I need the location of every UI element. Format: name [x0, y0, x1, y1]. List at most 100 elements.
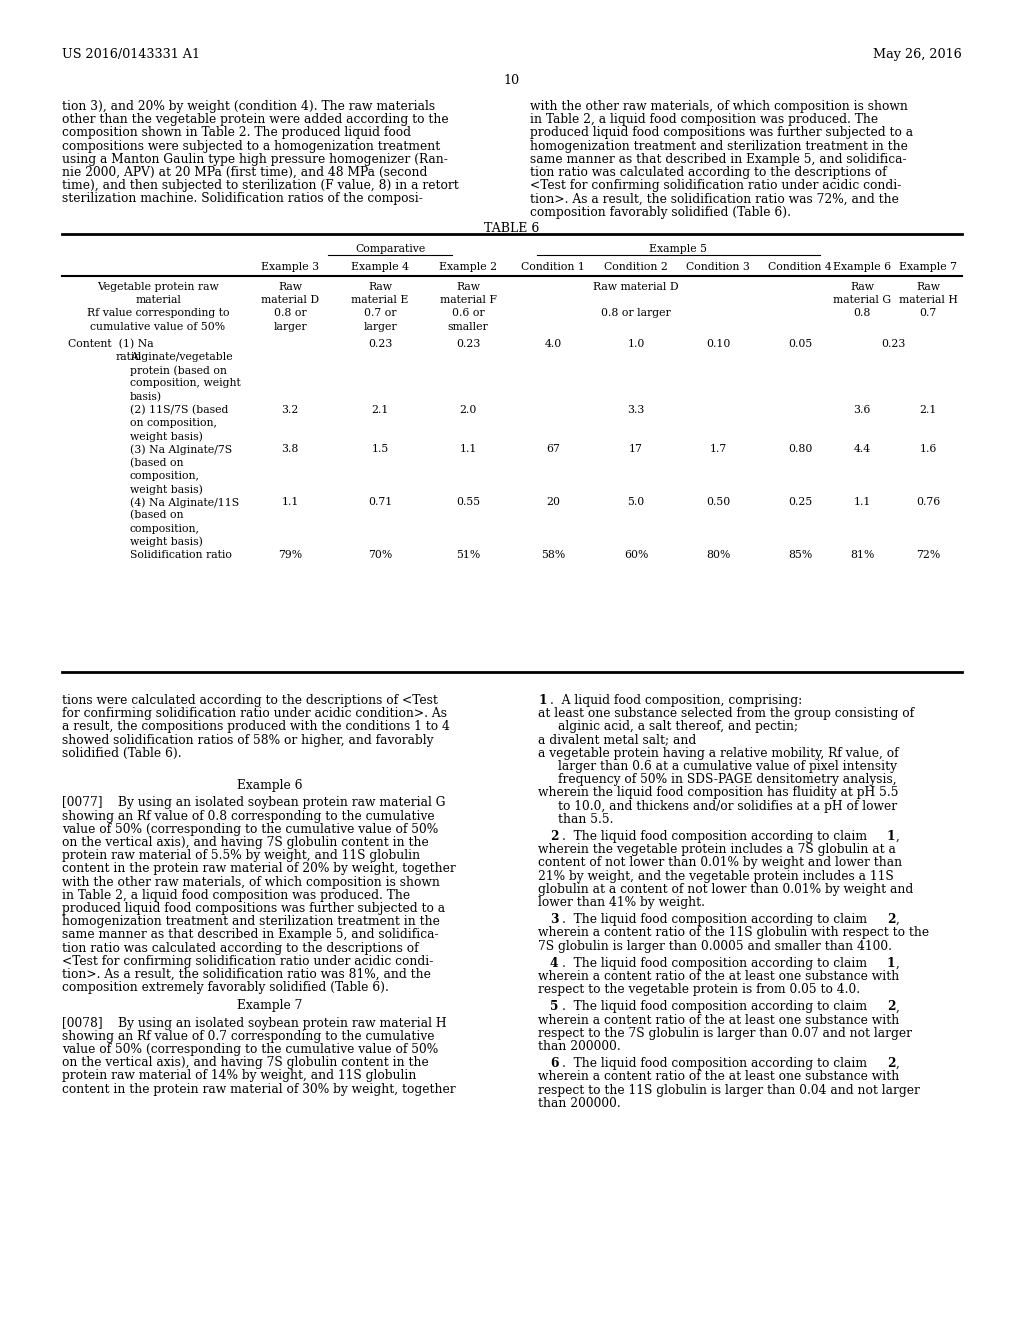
Text: composition, weight: composition, weight: [130, 379, 241, 388]
Text: 0.10: 0.10: [706, 339, 730, 348]
Text: 2: 2: [887, 913, 896, 927]
Text: Comparative: Comparative: [355, 244, 425, 253]
Text: 80%: 80%: [706, 550, 730, 560]
Text: content in the protein raw material of 20% by weight, together: content in the protein raw material of 2…: [62, 862, 456, 875]
Text: 1: 1: [887, 830, 896, 843]
Text: same manner as that described in Example 5, and solidifica-: same manner as that described in Example…: [530, 153, 906, 166]
Text: Raw: Raw: [456, 282, 480, 292]
Text: 1.1: 1.1: [853, 498, 870, 507]
Text: protein raw material of 14% by weight, and 11S globulin: protein raw material of 14% by weight, a…: [62, 1069, 417, 1082]
Text: lower than 41% by weight.: lower than 41% by weight.: [538, 896, 705, 909]
Text: Condition 3: Condition 3: [686, 261, 750, 272]
Text: 1.5: 1.5: [372, 445, 389, 454]
Text: 0.6 or: 0.6 or: [452, 309, 484, 318]
Text: 67: 67: [546, 445, 560, 454]
Text: .  The liquid food composition according to claim: . The liquid food composition according …: [562, 957, 871, 970]
Text: Raw: Raw: [368, 282, 392, 292]
Text: larger: larger: [273, 322, 307, 331]
Text: tion 3), and 20% by weight (condition 4). The raw materials: tion 3), and 20% by weight (condition 4)…: [62, 100, 435, 114]
Text: 5: 5: [550, 1001, 558, 1014]
Text: Solidification ratio: Solidification ratio: [130, 550, 231, 560]
Text: 1.6: 1.6: [920, 445, 937, 454]
Text: 0.23: 0.23: [881, 339, 905, 348]
Text: than 200000.: than 200000.: [538, 1040, 621, 1053]
Text: nie 2000, APV) at 20 MPa (first time), and 48 MPa (second: nie 2000, APV) at 20 MPa (first time), a…: [62, 166, 427, 180]
Text: Example 2: Example 2: [439, 261, 497, 272]
Text: (based on: (based on: [130, 458, 183, 467]
Text: in Table 2, a liquid food composition was produced. The: in Table 2, a liquid food composition wa…: [530, 114, 879, 127]
Text: Example 4: Example 4: [351, 261, 409, 272]
Text: 3.3: 3.3: [628, 405, 645, 414]
Text: 2: 2: [550, 830, 558, 843]
Text: 0.8 or: 0.8 or: [273, 309, 306, 318]
Text: alginic acid, a salt thereof, and pectin;: alginic acid, a salt thereof, and pectin…: [558, 721, 798, 734]
Text: 85%: 85%: [787, 550, 812, 560]
Text: Example 5: Example 5: [649, 244, 707, 253]
Text: 0.23: 0.23: [368, 339, 392, 348]
Text: ,: ,: [896, 913, 900, 927]
Text: a divalent metal salt; and: a divalent metal salt; and: [538, 734, 696, 747]
Text: content of not lower than 0.01% by weight and lower than: content of not lower than 0.01% by weigh…: [538, 857, 902, 870]
Text: 2: 2: [887, 1001, 896, 1014]
Text: tion ratio was calculated according to the descriptions of: tion ratio was calculated according to t…: [530, 166, 887, 180]
Text: for confirming solidification ratio under acidic condition>. As: for confirming solidification ratio unde…: [62, 708, 447, 721]
Text: Example 6: Example 6: [238, 779, 303, 792]
Text: material: material: [135, 296, 181, 305]
Text: material F: material F: [439, 296, 497, 305]
Text: protein raw material of 5.5% by weight, and 11S globulin: protein raw material of 5.5% by weight, …: [62, 849, 420, 862]
Text: composition,: composition,: [130, 471, 200, 480]
Text: 21% by weight, and the vegetable protein includes a 11S: 21% by weight, and the vegetable protein…: [538, 870, 894, 883]
Text: 2.1: 2.1: [920, 405, 937, 414]
Text: tion>. As a result, the solidification ratio was 72%, and the: tion>. As a result, the solidification r…: [530, 193, 899, 206]
Text: a vegetable protein having a relative mobility, Rf value, of: a vegetable protein having a relative mo…: [538, 747, 899, 760]
Text: 0.80: 0.80: [787, 445, 812, 454]
Text: compositions were subjected to a homogenization treatment: compositions were subjected to a homogen…: [62, 140, 440, 153]
Text: wherein a content ratio of the 11S globulin with respect to the: wherein a content ratio of the 11S globu…: [538, 927, 929, 940]
Text: sterilization machine. Solidification ratios of the composi-: sterilization machine. Solidification ra…: [62, 193, 423, 206]
Text: homogenization treatment and sterilization treatment in the: homogenization treatment and sterilizati…: [62, 915, 440, 928]
Text: ,: ,: [896, 1057, 900, 1071]
Text: on the vertical axis), and having 7S globulin content in the: on the vertical axis), and having 7S glo…: [62, 836, 429, 849]
Text: produced liquid food compositions was further subjected to a: produced liquid food compositions was fu…: [530, 127, 913, 140]
Text: Example 7: Example 7: [238, 999, 303, 1012]
Text: [0077]    By using an isolated soybean protein raw material G: [0077] By using an isolated soybean prot…: [62, 796, 445, 809]
Text: 6: 6: [550, 1057, 558, 1071]
Text: Example 7: Example 7: [899, 261, 957, 272]
Text: protein (based on: protein (based on: [130, 366, 227, 376]
Text: wherein a content ratio of the at least one substance with: wherein a content ratio of the at least …: [538, 1071, 899, 1084]
Text: Condition 2: Condition 2: [604, 261, 668, 272]
Text: Example 3: Example 3: [261, 261, 319, 272]
Text: May 26, 2016: May 26, 2016: [873, 48, 962, 61]
Text: value of 50% (corresponding to the cumulative value of 50%: value of 50% (corresponding to the cumul…: [62, 822, 438, 836]
Text: homogenization treatment and sterilization treatment in the: homogenization treatment and sterilizati…: [530, 140, 908, 153]
Text: .  The liquid food composition according to claim: . The liquid food composition according …: [562, 913, 871, 927]
Text: .  The liquid food composition according to claim: . The liquid food composition according …: [562, 830, 871, 843]
Text: smaller: smaller: [447, 322, 488, 331]
Text: weight basis): weight basis): [130, 432, 203, 442]
Text: (based on: (based on: [130, 511, 183, 520]
Text: 0.23: 0.23: [456, 339, 480, 348]
Text: wherein the liquid food composition has fluidity at pH 5.5: wherein the liquid food composition has …: [538, 787, 898, 800]
Text: showing an Rf value of 0.7 corresponding to the cumulative: showing an Rf value of 0.7 corresponding…: [62, 1030, 434, 1043]
Text: ,: ,: [896, 1001, 900, 1014]
Text: weight basis): weight basis): [130, 537, 203, 548]
Text: frequency of 50% in SDS-PAGE densitometry analysis,: frequency of 50% in SDS-PAGE densitometr…: [558, 774, 897, 787]
Text: 4.4: 4.4: [853, 445, 870, 454]
Text: other than the vegetable protein were added according to the: other than the vegetable protein were ad…: [62, 114, 449, 127]
Text: 0.25: 0.25: [787, 498, 812, 507]
Text: same manner as that described in Example 5, and solidifica-: same manner as that described in Example…: [62, 928, 438, 941]
Text: Vegetable protein raw: Vegetable protein raw: [97, 282, 219, 292]
Text: [0078]    By using an isolated soybean protein raw material H: [0078] By using an isolated soybean prot…: [62, 1016, 446, 1030]
Text: material H: material H: [899, 296, 957, 305]
Text: <Test for confirming solidification ratio under acidic condi-: <Test for confirming solidification rati…: [62, 954, 433, 968]
Text: 7S globulin is larger than 0.0005 and smaller than 4100.: 7S globulin is larger than 0.0005 and sm…: [538, 940, 892, 953]
Text: 5.0: 5.0: [628, 498, 645, 507]
Text: 2: 2: [887, 1057, 896, 1071]
Text: 1: 1: [887, 957, 896, 970]
Text: 0.50: 0.50: [706, 498, 730, 507]
Text: Raw material D: Raw material D: [593, 282, 679, 292]
Text: on the vertical axis), and having 7S globulin content in the: on the vertical axis), and having 7S glo…: [62, 1056, 429, 1069]
Text: in Table 2, a liquid food composition was produced. The: in Table 2, a liquid food composition wa…: [62, 888, 411, 902]
Text: 0.55: 0.55: [456, 498, 480, 507]
Text: respect to the 7S globulin is larger than 0.07 and not larger: respect to the 7S globulin is larger tha…: [538, 1027, 912, 1040]
